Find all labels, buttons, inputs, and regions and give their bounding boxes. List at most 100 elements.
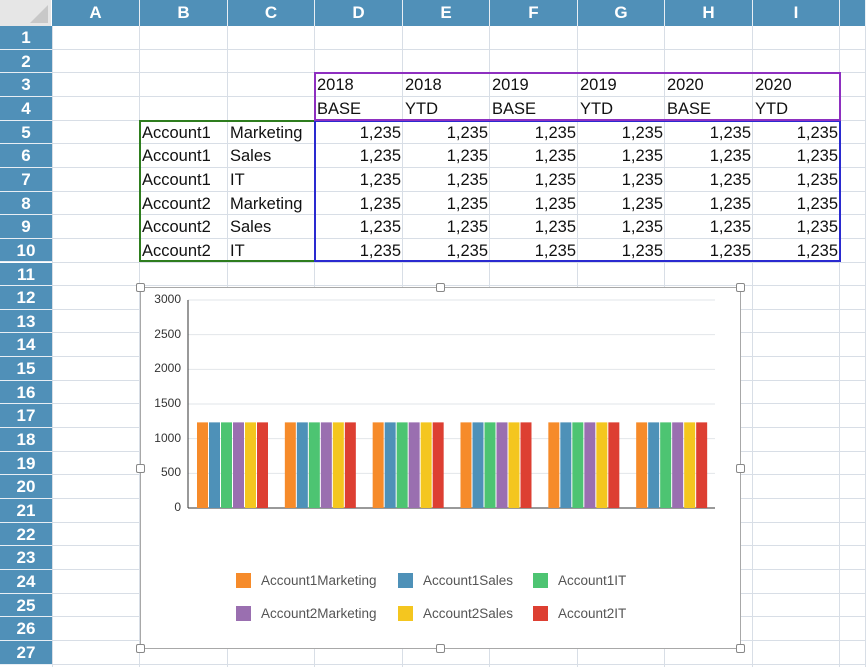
cell-h9[interactable]: 1,235 (709, 218, 751, 237)
column-header-a[interactable]: A (52, 0, 140, 26)
cell-g5[interactable]: 1,235 (621, 123, 663, 142)
legend-label[interactable]: Account1Marketing (261, 573, 377, 588)
legend-label[interactable]: Account1IT (558, 573, 627, 588)
cell-b6[interactable]: Account1 (142, 147, 211, 166)
cell-c9[interactable]: Sales (230, 218, 272, 237)
row-header-17[interactable]: 17 (0, 404, 52, 429)
cell-d8[interactable]: 1,235 (359, 194, 401, 213)
resize-handle[interactable] (136, 644, 145, 653)
cell-i4[interactable]: YTD (755, 99, 788, 118)
row-header-24[interactable]: 24 (0, 569, 52, 594)
row-header-13[interactable]: 13 (0, 309, 52, 334)
cell-c8[interactable]: Marketing (230, 194, 303, 213)
row-header-12[interactable]: 12 (0, 286, 52, 310)
resize-handle[interactable] (436, 644, 445, 653)
cell-g9[interactable]: 1,235 (621, 218, 663, 237)
cell-e5[interactable]: 1,235 (446, 123, 488, 142)
legend-label[interactable]: Account2Sales (423, 606, 514, 621)
row-header-26[interactable]: 26 (0, 617, 52, 641)
row-header-27[interactable]: 27 (0, 640, 52, 665)
cell-e6[interactable]: 1,235 (446, 147, 488, 166)
cell-d10[interactable]: 1,235 (359, 241, 401, 260)
bar-chart[interactable]: 0 500 1000 1500 2000 2500 3000 Account1Marketin… (140, 287, 741, 649)
resize-handle[interactable] (436, 283, 445, 292)
column-header-d[interactable]: D (315, 0, 403, 26)
cell-b7[interactable]: Account1 (142, 170, 211, 189)
cell-g6[interactable]: 1,235 (621, 147, 663, 166)
row-header-3[interactable]: 3 (0, 73, 52, 97)
column-header-j[interactable] (840, 0, 866, 26)
row-header-14[interactable]: 14 (0, 333, 52, 358)
cell-d9[interactable]: 1,235 (359, 218, 401, 237)
select-all-corner[interactable] (0, 0, 52, 26)
cell-i8[interactable]: 1,235 (796, 194, 838, 213)
legend-label[interactable]: Account1Sales (423, 573, 514, 588)
row-header-22[interactable]: 22 (0, 522, 52, 547)
cell-d4[interactable]: BASE (317, 99, 362, 118)
cell-c5[interactable]: Marketing (230, 123, 303, 142)
row-header-2[interactable]: 2 (0, 49, 52, 74)
cell-f9[interactable]: 1,235 (534, 218, 576, 237)
column-header-i[interactable]: I (753, 0, 840, 26)
column-header-b[interactable]: B (140, 0, 228, 26)
row-header-9[interactable]: 9 (0, 215, 52, 239)
cell-e10[interactable]: 1,235 (446, 241, 488, 260)
cell-g8[interactable]: 1,235 (621, 194, 663, 213)
cell-f3[interactable]: 2019 (492, 76, 529, 95)
cell-h5[interactable]: 1,235 (709, 123, 751, 142)
cell-d7[interactable]: 1,235 (359, 170, 401, 189)
cell-g4[interactable]: YTD (580, 99, 613, 118)
cell-g10[interactable]: 1,235 (621, 241, 663, 260)
cell-h7[interactable]: 1,235 (709, 170, 751, 189)
cell-d3[interactable]: 2018 (317, 76, 354, 95)
cell-d5[interactable]: 1,235 (359, 123, 401, 142)
resize-handle[interactable] (136, 283, 145, 292)
cell-i5[interactable]: 1,235 (796, 123, 838, 142)
cell-b9[interactable]: Account2 (142, 218, 211, 237)
cell-h3[interactable]: 2020 (667, 76, 704, 95)
resize-handle[interactable] (136, 463, 145, 473)
cell-i3[interactable]: 2020 (755, 76, 792, 95)
cell-f8[interactable]: 1,235 (534, 194, 576, 213)
row-header-10[interactable]: 10 (0, 238, 52, 263)
row-header-4[interactable]: 4 (0, 96, 52, 121)
cell-c10[interactable]: IT (230, 241, 245, 260)
cell-b10[interactable]: Account2 (142, 241, 211, 260)
resize-handle[interactable] (736, 463, 745, 473)
row-header-25[interactable]: 25 (0, 593, 52, 618)
cell-b8[interactable]: Account2 (142, 194, 211, 213)
cell-c6[interactable]: Sales (230, 147, 272, 166)
row-header-19[interactable]: 19 (0, 451, 52, 476)
cell-e9[interactable]: 1,235 (446, 218, 488, 237)
row-header-23[interactable]: 23 (0, 546, 52, 570)
legend-label[interactable]: Account2IT (558, 606, 627, 621)
cell-i6[interactable]: 1,235 (796, 147, 838, 166)
column-header-h[interactable]: H (665, 0, 753, 26)
cell-d6[interactable]: 1,235 (359, 147, 401, 166)
row-header-6[interactable]: 6 (0, 144, 52, 168)
cell-b5[interactable]: Account1 (142, 123, 211, 142)
cell-e4[interactable]: YTD (405, 99, 438, 118)
cell-g7[interactable]: 1,235 (621, 170, 663, 189)
cell-e8[interactable]: 1,235 (446, 194, 488, 213)
row-header-20[interactable]: 20 (0, 475, 52, 499)
cell-h10[interactable]: 1,235 (709, 241, 751, 260)
column-header-e[interactable]: E (403, 0, 490, 26)
resize-handle[interactable] (736, 644, 745, 653)
column-header-c[interactable]: C (228, 0, 315, 26)
cell-h6[interactable]: 1,235 (709, 147, 751, 166)
column-header-f[interactable]: F (490, 0, 578, 26)
row-header-7[interactable]: 7 (0, 167, 52, 192)
cell-i9[interactable]: 1,235 (796, 218, 838, 237)
row-header-21[interactable]: 21 (0, 499, 52, 523)
cell-h8[interactable]: 1,235 (709, 194, 751, 213)
row-header-5[interactable]: 5 (0, 120, 52, 145)
row-header-15[interactable]: 15 (0, 357, 52, 381)
column-header-g[interactable]: G (578, 0, 665, 26)
resize-handle[interactable] (736, 283, 745, 292)
cell-c7[interactable]: IT (230, 170, 245, 189)
cell-e3[interactable]: 2018 (405, 76, 442, 95)
cell-e7[interactable]: 1,235 (446, 170, 488, 189)
cell-f10[interactable]: 1,235 (534, 241, 576, 260)
row-header-18[interactable]: 18 (0, 428, 52, 452)
